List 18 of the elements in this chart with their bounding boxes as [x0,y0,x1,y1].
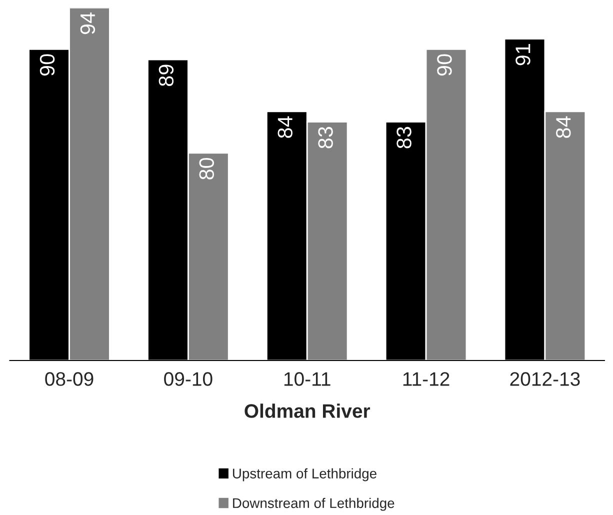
x-tick-label: 11-12 [403,372,450,386]
data-label: 89 [158,64,174,86]
x-tick-label: 09-10 [164,372,212,386]
x-tick-label: 2012-13 [510,372,580,386]
data-label: 80 [199,158,214,180]
data-label: 83 [318,126,333,148]
data-label: 91 [516,44,530,66]
x-tick-label: 08-09 [45,372,94,386]
x-tick-label: 10-11 [284,372,330,386]
data-label: 84 [278,116,292,138]
data-label: 94 [80,12,96,34]
data-label: 90 [437,54,452,76]
data-label: 90 [40,54,55,76]
data-label: 83 [396,126,412,148]
x-axis-title: Oldman River [244,404,370,418]
data-label: 84 [556,116,571,138]
legend-label: Upstream of Lethbridge [232,468,376,482]
legend-label: Downstream of Lethbridge [233,498,394,511]
